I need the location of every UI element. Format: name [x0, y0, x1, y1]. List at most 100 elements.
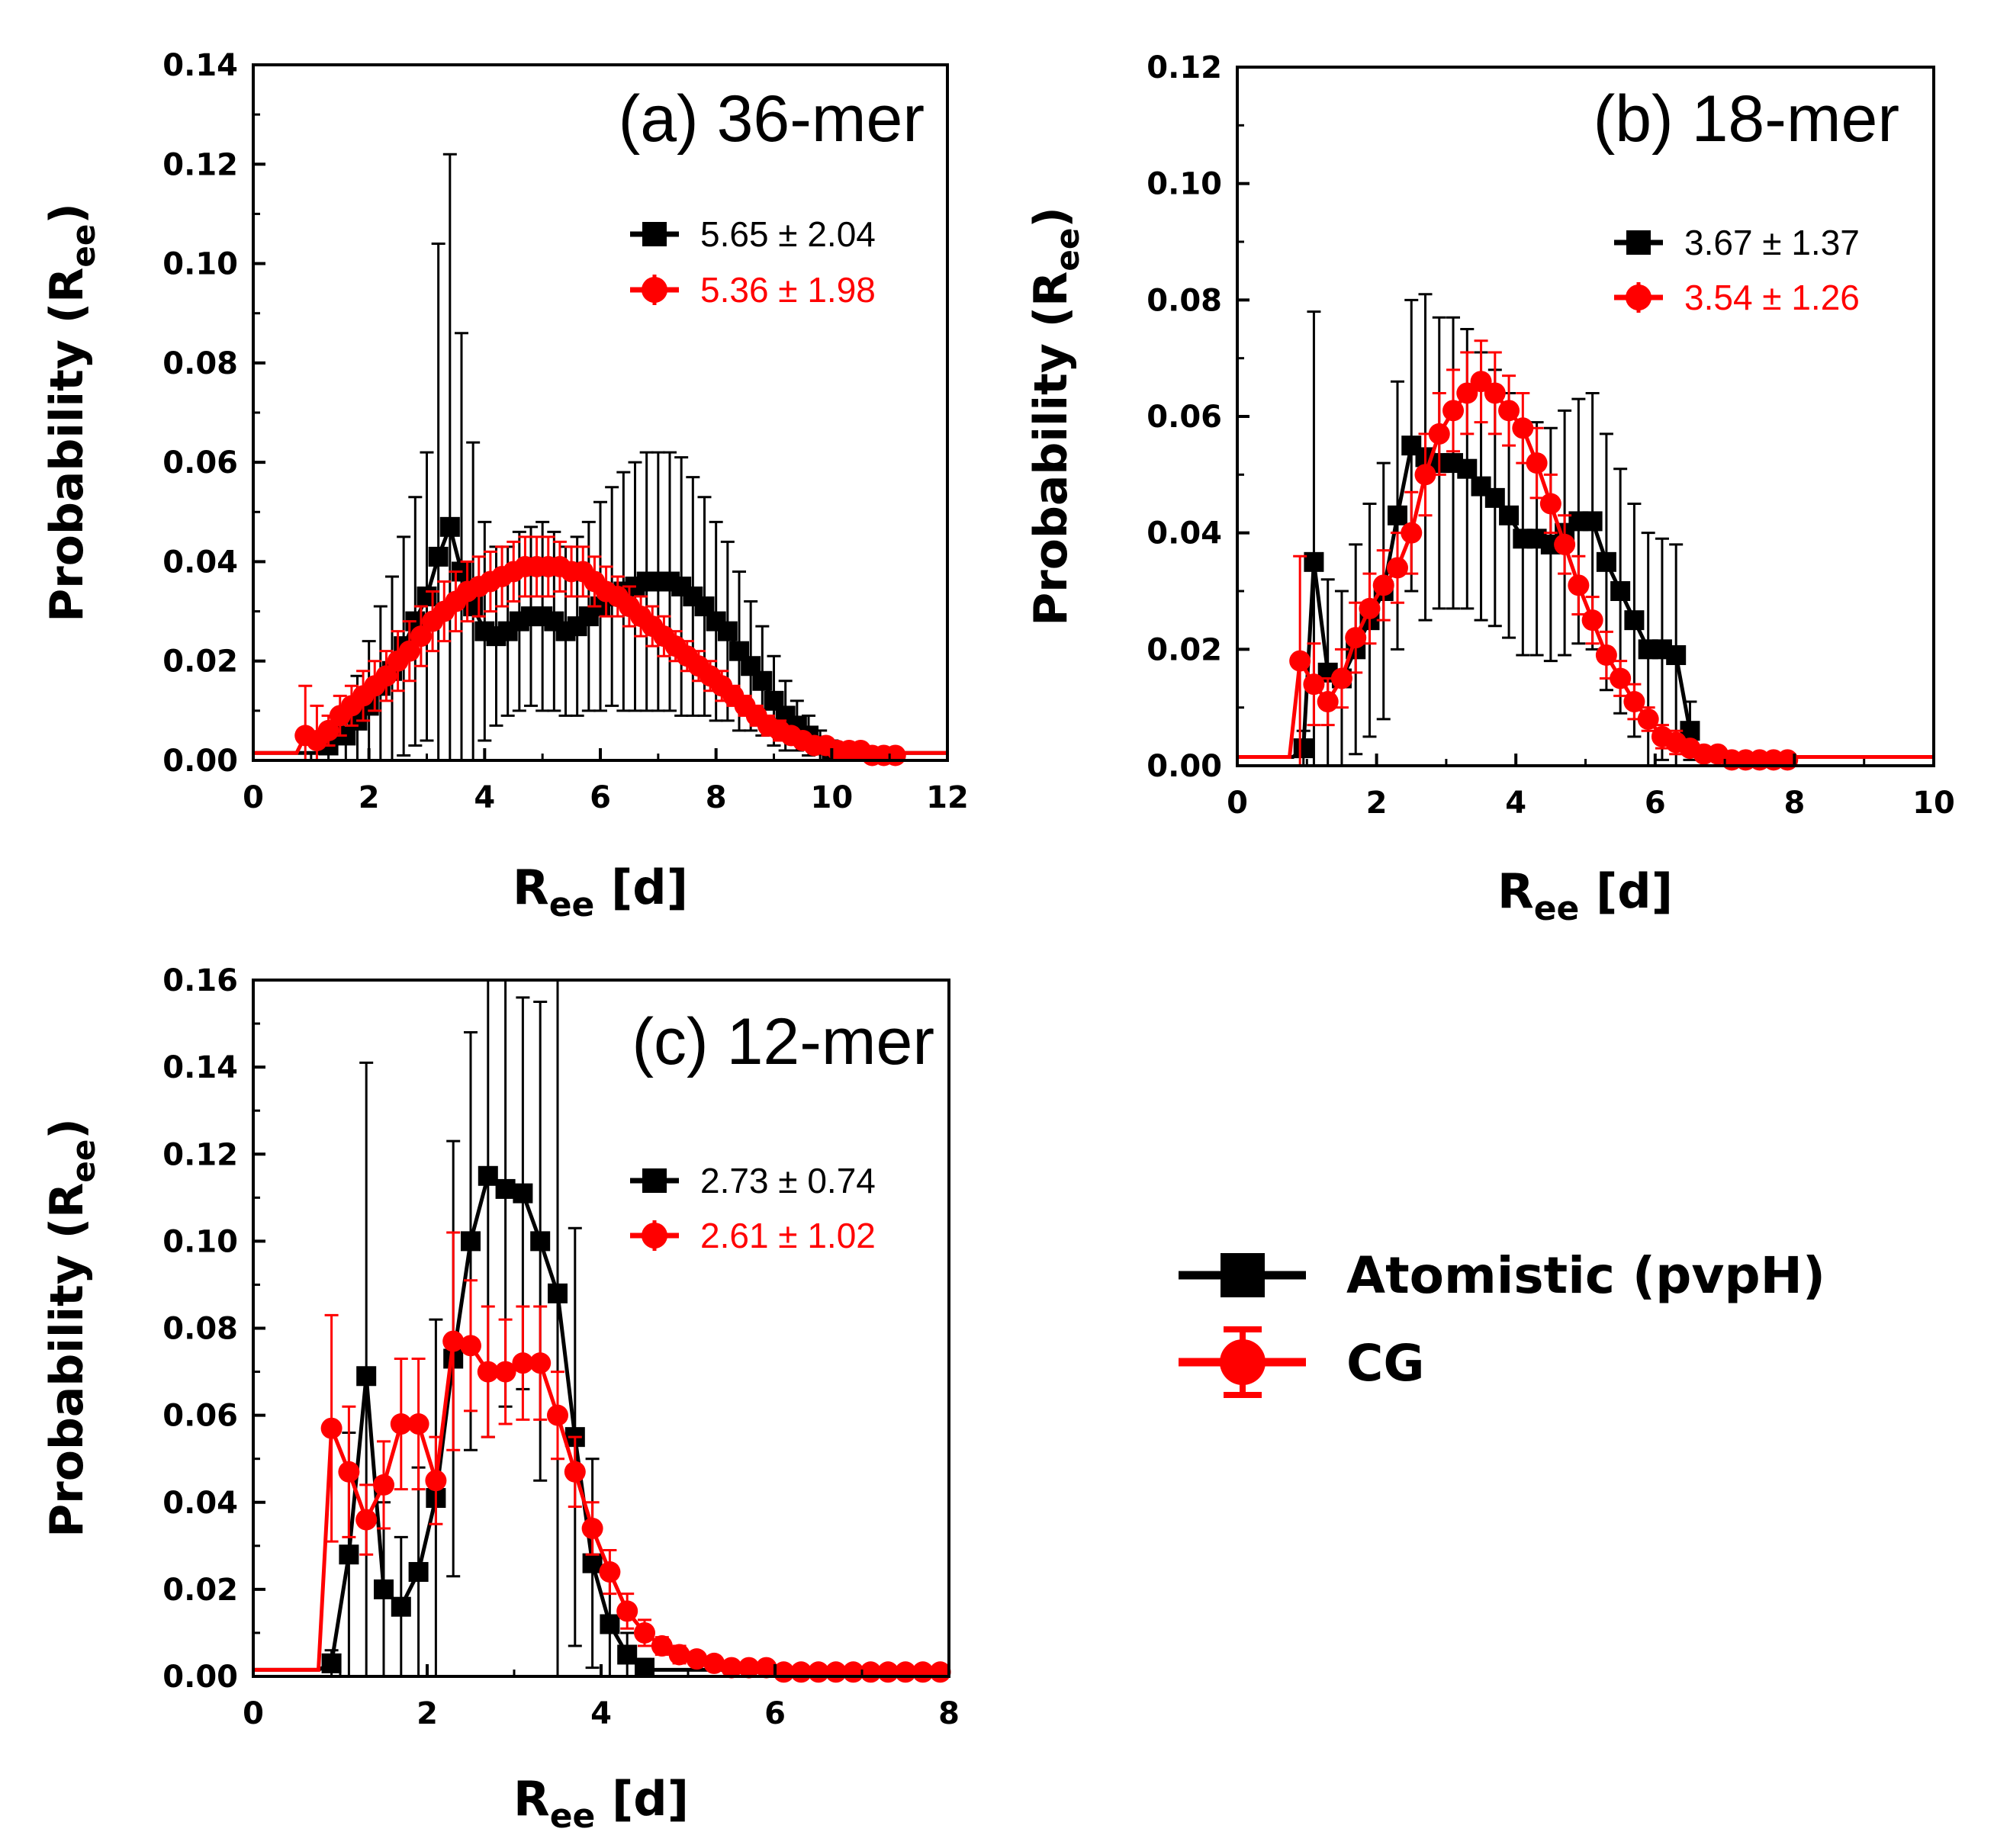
panel-c-ytick-label: 0.12 [162, 1137, 238, 1172]
panel-b-xlabel: Ree [d] [1497, 863, 1673, 928]
data-point [600, 1614, 620, 1634]
panel-c-ytick-label: 0.08 [162, 1312, 238, 1347]
panel-c-stat-cg: 2.61 ± 1.02 [700, 1216, 876, 1255]
data-point [416, 587, 437, 607]
data-point [410, 625, 432, 648]
data-point [321, 1653, 342, 1673]
panel-a-stat-cg: 5.36 ± 1.98 [700, 270, 876, 310]
panel-a-xtick-label: 4 [474, 780, 495, 815]
panel-b: 0 2 4 6 8 10 0.00 0.02 0.04 0.06 0.08 0.10 0.12 (b) … [1024, 50, 1955, 928]
data-point [478, 1165, 498, 1186]
panel-a-ytick-label: 0.04 [162, 545, 238, 580]
data-point [1666, 644, 1687, 665]
data-point [1610, 667, 1632, 689]
panel-b-stat-atomistic-marker [1626, 230, 1651, 255]
data-point [1401, 522, 1423, 544]
data-point [1596, 551, 1616, 572]
data-point [717, 621, 738, 641]
panel-a-ytick-label: 0.06 [162, 445, 238, 480]
data-point [338, 1461, 360, 1483]
panel-c-ytick-label: 0.06 [162, 1399, 238, 1434]
data-point [703, 1652, 725, 1674]
data-point [1498, 400, 1520, 422]
panel-a-xtick-label: 2 [359, 780, 380, 815]
panel-c-xtick-label: 4 [590, 1696, 612, 1731]
panel-a-ytick-label: 0.12 [162, 147, 238, 182]
data-point [1595, 644, 1617, 666]
data-point [442, 1330, 465, 1352]
data-point [460, 1335, 481, 1357]
data-point [1499, 505, 1520, 525]
panel-a-xtick-label: 6 [590, 780, 611, 815]
panel-c-stat-atomistic-marker [642, 1168, 667, 1193]
panel-b-xtick-label: 6 [1645, 786, 1666, 821]
panel-b-title: (b) 18-mer [1594, 82, 1899, 156]
data-point [398, 640, 420, 662]
panel-c-stats: 2.73 ± 0.74 2.61 ± 1.02 [630, 1161, 876, 1255]
data-point [1610, 581, 1631, 601]
data-point [1317, 691, 1339, 713]
data-point [461, 1231, 481, 1252]
legend-atomistic-marker [1221, 1253, 1265, 1297]
data-point [1484, 487, 1505, 508]
panel-b-xtick-label: 0 [1227, 786, 1248, 821]
data-point [439, 516, 460, 537]
panel-b-ticks: 0 2 4 6 8 10 0.00 0.02 0.04 0.06 0.08 0.10 0.12 [1147, 50, 1955, 821]
data-point [617, 1644, 638, 1665]
panel-a-stat-cg-marker [642, 277, 667, 303]
data-point [1330, 667, 1352, 689]
panel-c-ylabel: Probability (Ree) [40, 1118, 102, 1538]
data-point [1623, 691, 1645, 713]
data-point [512, 1352, 534, 1374]
panel-a-title: (a) 36-mer [619, 82, 925, 156]
legend-item-atomistic: Atomistic (pvpH) [1179, 1246, 1825, 1305]
panel-b-ytick-label: 0.10 [1147, 167, 1222, 202]
panel-a-ytick-label: 0.00 [162, 744, 238, 779]
panel-b-xtick-label: 10 [1912, 786, 1955, 821]
data-point [529, 1352, 552, 1374]
data-point [581, 1517, 603, 1539]
data-point [1414, 464, 1436, 486]
panel-b-ytick-label: 0.08 [1147, 283, 1222, 318]
data-point [1345, 627, 1367, 649]
data-point [1303, 673, 1325, 696]
legend-cg-marker [1220, 1339, 1266, 1385]
panel-a-ytick-label: 0.02 [162, 644, 238, 680]
panel-b-stat-cg-marker [1626, 284, 1651, 310]
panel-c-ytick-label: 0.04 [162, 1486, 238, 1521]
data-point [1484, 382, 1506, 404]
panel-c-ticks: 0 2 4 6 8 0.00 0.02 0.04 0.06 0.08 0.10 0.12 0.14 0.1… [162, 963, 960, 1731]
data-point [668, 1644, 690, 1666]
panel-a-ticks: 0 2 4 6 8 10 12 0.00 0.02 0.04 0.06 0.08 0.10 0.12 0.1… [162, 48, 969, 815]
data-point [1624, 610, 1645, 631]
panel-c-title: (c) 12-mer [632, 1005, 934, 1078]
data-point [1359, 597, 1381, 619]
panel-a-series-cg [253, 535, 947, 767]
data-point [1428, 423, 1450, 445]
data-point [1387, 505, 1407, 525]
data-point [564, 1461, 586, 1483]
panel-c: 0 2 4 6 8 0.00 0.02 0.04 0.06 0.08 0.10 0.12 0.14 0.1… [40, 963, 960, 1836]
data-point [1581, 609, 1603, 632]
data-point [752, 670, 773, 691]
data-point [582, 1553, 603, 1573]
shared-legend: Atomistic (pvpH) CG [1179, 1246, 1825, 1398]
panel-c-ytick-label: 0.10 [162, 1224, 238, 1259]
panel-a-ylabel: Probability (Ree) [40, 203, 102, 622]
panel-c-xtick-label: 6 [764, 1696, 786, 1731]
panel-a-stat-atomistic-marker [642, 222, 667, 246]
panel-b-xtick-label: 8 [1783, 786, 1805, 821]
panel-a: 0 2 4 6 8 10 12 0.00 0.02 0.04 0.06 0.08 0.10 0.12 0.1… [40, 48, 969, 924]
data-point [317, 719, 339, 741]
panel-b-plot-area [1237, 293, 1934, 771]
panel-c-ytick-label: 0.02 [162, 1573, 238, 1608]
panel-b-ytick-label: 0.06 [1147, 400, 1222, 435]
data-point [1637, 708, 1659, 730]
data-point [375, 665, 397, 687]
panel-c-xtick-label: 8 [938, 1696, 960, 1731]
data-point [634, 1621, 655, 1644]
data-point [1293, 738, 1314, 759]
panel-c-xtick-label: 2 [416, 1696, 438, 1731]
panel-b-stat-atomistic: 3.67 ± 1.37 [1684, 223, 1860, 262]
data-point [1372, 574, 1394, 596]
